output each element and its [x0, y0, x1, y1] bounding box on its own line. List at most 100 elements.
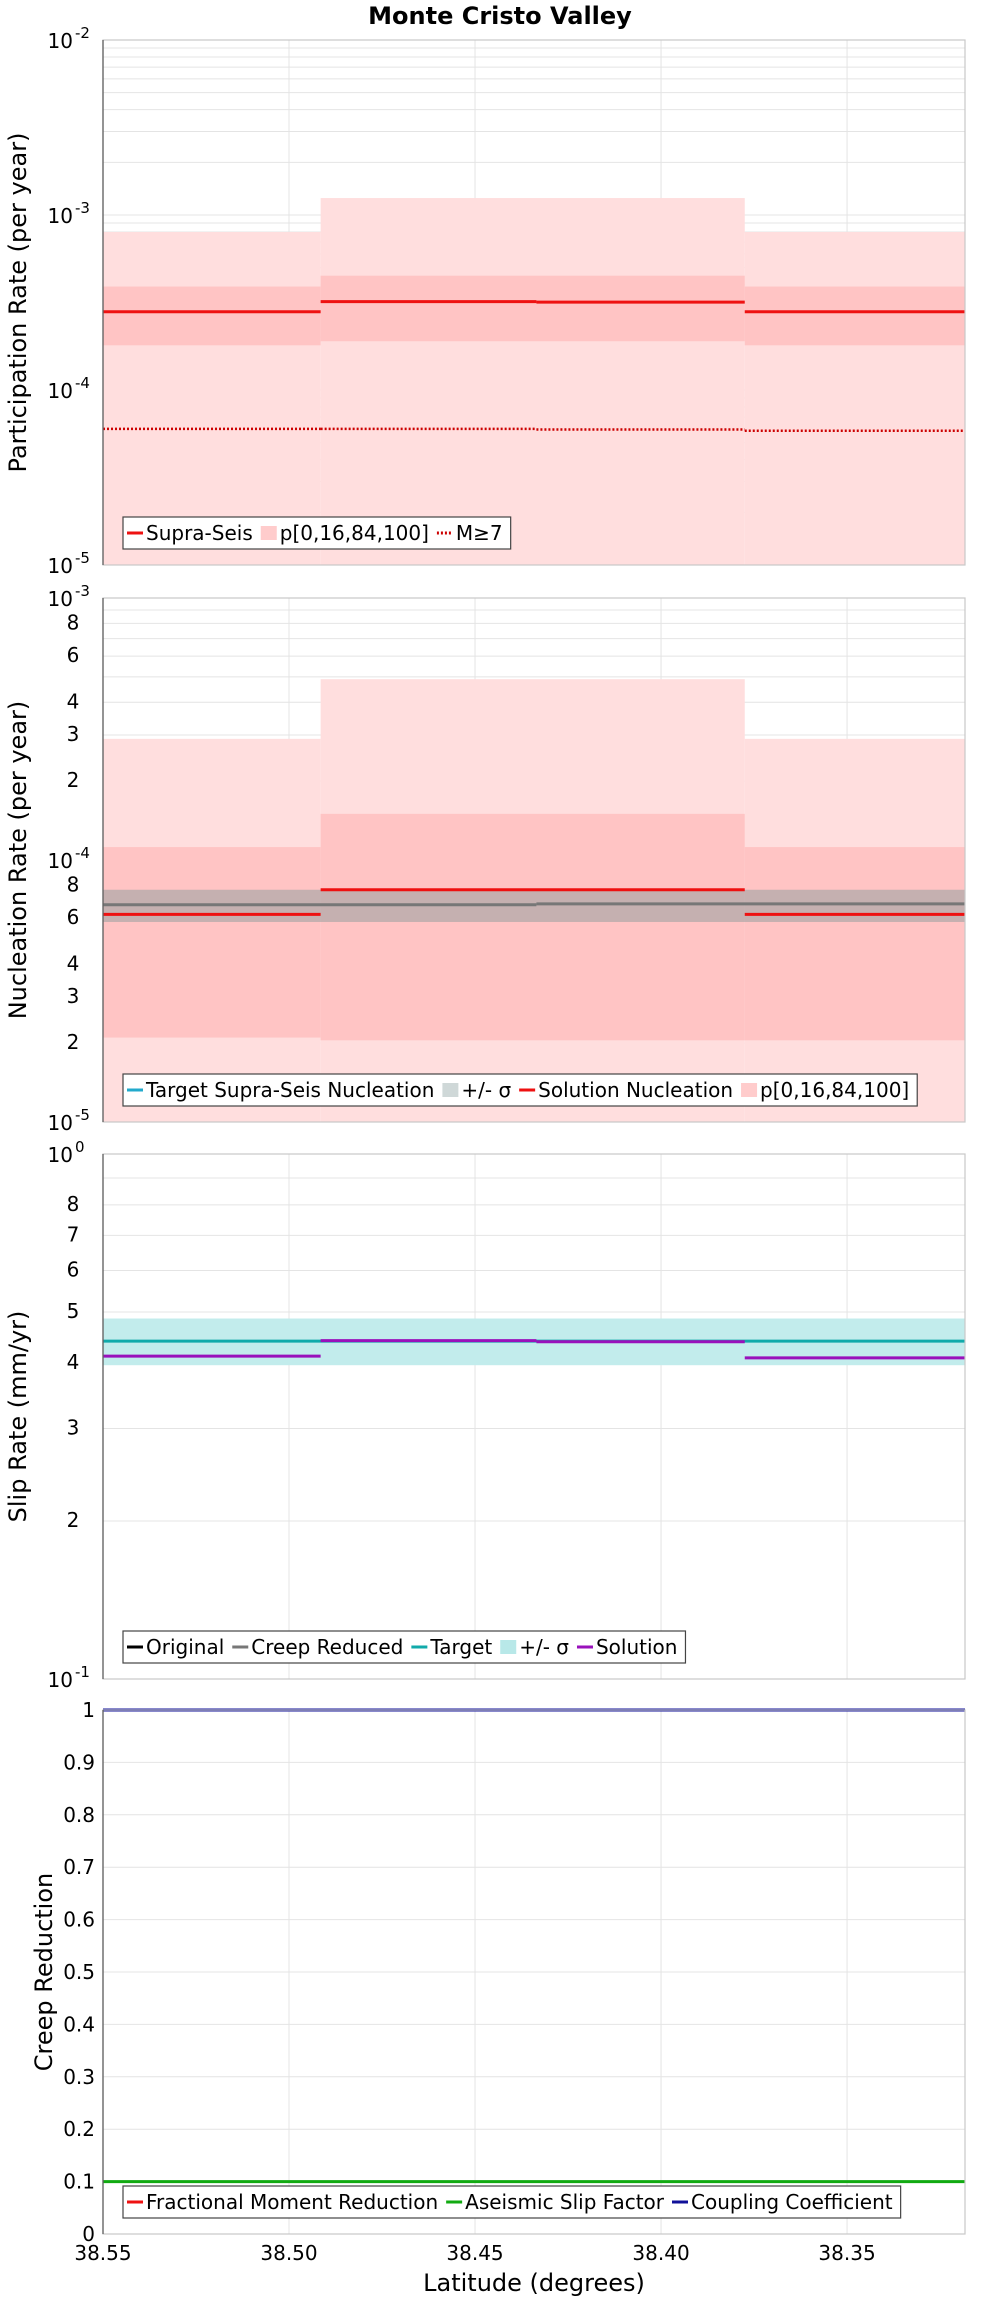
y-axis-label: Participation Rate (per year)	[4, 133, 32, 473]
legend-item-label: p[0,16,84,100]	[760, 1078, 909, 1102]
y-tick-label: 10	[48, 554, 73, 578]
y-tick-label: 0.8	[63, 1803, 95, 1827]
y-minor-tick-label: 2	[67, 1508, 80, 1532]
band-p16-p84	[320, 813, 745, 1041]
band-p16-p84	[320, 275, 745, 342]
legend: Original Creep Reduced Target +/- σ Solution	[122, 1630, 687, 1664]
y-tick-labels: 10-510-410-310-2	[48, 24, 90, 578]
legend-item-label: Aseismic Slip Factor	[465, 2190, 665, 2214]
y-tick-label: 10	[48, 1111, 73, 1135]
y-tick-label: 10	[48, 849, 73, 873]
y-tick-label: 10	[48, 379, 73, 403]
y-tick-label: 0.3	[63, 2065, 95, 2089]
y-tick-label: 0.7	[63, 1855, 95, 1879]
band-p16-p84	[744, 847, 965, 1041]
y-minor-tick-label: 2	[67, 1030, 80, 1054]
x-tick-label: 38.35	[818, 2241, 875, 2265]
creep-reduction-panel: 0 0.1 0.2 0.3 0.4 0.5 0.6 0.7 0.8 0.9 1 Creep Reduc…	[30, 1698, 966, 2246]
legend-item-label: Solution	[596, 1635, 677, 1659]
y-tick-label: 10	[48, 29, 73, 53]
y-tick-exponent: 0	[75, 1138, 85, 1156]
y-tick-labels: 0 0.1 0.2 0.3 0.4 0.5 0.6 0.7 0.8 0.9 1	[63, 1698, 95, 2246]
legend-swatch	[500, 1640, 517, 1654]
y-minor-tick-label: 8	[67, 1192, 80, 1216]
y-axis-label: Slip Rate (mm/yr)	[4, 1311, 32, 1523]
x-tick-label: 38.40	[632, 2241, 689, 2265]
y-tick-label: 0.9	[63, 1750, 95, 1774]
legend-item-label: Coupling Coefficient	[691, 2190, 893, 2214]
y-tick-exponent: -1	[75, 1663, 90, 1681]
band-p-0-16-84-100	[103, 231, 321, 565]
legend-box	[122, 2185, 902, 2219]
y-tick-label: 1	[82, 1698, 95, 1722]
y-minor-tick-label: 2	[67, 768, 80, 792]
y-tick-label: 10	[48, 1668, 73, 1692]
legend-swatch	[260, 526, 277, 540]
y-minor-tick-label: 4	[67, 689, 80, 713]
y-tick-exponent: -5	[75, 549, 90, 567]
x-axis-label: Latitude (degrees)	[423, 2269, 645, 2297]
legend-item-label: Fractional Moment Reduction	[146, 2190, 438, 2214]
x-tick-label: 38.50	[260, 2241, 317, 2265]
legend: Fractional Moment Reduction Aseismic Slip…	[122, 2185, 902, 2219]
y-minor-tick-label: 5	[67, 1299, 80, 1323]
y-tick-label: 10	[48, 1143, 73, 1167]
y-tick-label: 0.6	[63, 1908, 95, 1932]
y-minor-tick-label: 3	[67, 722, 80, 746]
legend-item-label: p[0,16,84,100]	[280, 521, 429, 545]
legend-item-label: +/- σ	[461, 1078, 511, 1102]
y-tick-exponent: -4	[75, 374, 90, 392]
legend-item-label: Original	[146, 1635, 224, 1659]
y-tick-exponent: -2	[75, 24, 90, 42]
legend-item-label: Target	[429, 1635, 492, 1659]
legend-item-label: Creep Reduced	[251, 1635, 403, 1659]
y-tick-exponent: -3	[75, 582, 90, 600]
y-tick-label: 10	[48, 204, 73, 228]
band-p16-p84	[103, 847, 321, 1038]
latitude-x-axis: 38.55 38.50 38.45 38.40 38.35	[74, 2241, 875, 2265]
band-p-0-16-84-100	[744, 231, 965, 565]
x-tick-label: 38.55	[74, 2241, 131, 2265]
y-minor-tick-label: 4	[67, 951, 80, 975]
y-tick-exponent: -5	[75, 1106, 90, 1124]
y-minor-tick-label: 8	[67, 872, 80, 896]
y-axis-label: Creep Reduction	[30, 1873, 58, 2071]
y-minor-tick-label: 3	[67, 984, 80, 1008]
plot-frame	[102, 1153, 966, 1680]
y-minor-tick-label: 6	[67, 1257, 80, 1281]
legend: Supra-Seis p[0,16,84,100] M≥7	[122, 516, 512, 550]
band-p16-p84	[103, 286, 321, 346]
y-minor-tick-label: 6	[67, 643, 80, 667]
y-axis-label: Nucleation Rate (per year)	[4, 701, 32, 1020]
band-p-0-16-84-100	[320, 198, 745, 565]
y-minor-tick-label: 3	[67, 1416, 80, 1440]
legend-swatch	[442, 1083, 459, 1097]
y-tick-label: 10	[48, 587, 73, 611]
legend-item-label: M≥7	[456, 521, 503, 545]
legend-item-label: Solution Nucleation	[538, 1078, 733, 1102]
legend-item-label: +/- σ	[519, 1635, 569, 1659]
y-tick-exponent: -3	[75, 199, 90, 217]
band-p16-p84	[744, 286, 965, 346]
y-minor-tick-label: 4	[67, 1350, 80, 1374]
x-tick-label: 38.45	[446, 2241, 503, 2265]
legend: Target Supra-Seis Nucleation +/- σ Solutio…	[122, 1073, 918, 1107]
y-tick-label: 0.2	[63, 2117, 95, 2141]
y-minor-tick-label: 6	[67, 905, 80, 929]
y-tick-label: 0.4	[63, 2012, 95, 2036]
y-minor-tick-label: 7	[67, 1222, 80, 1246]
y-tick-label: 0.1	[63, 2170, 95, 2194]
grid	[102, 1154, 965, 1680]
y-tick-label: 0.5	[63, 1960, 95, 1984]
legend-item-label: Target Supra-Seis Nucleation	[145, 1078, 434, 1102]
grid	[102, 1709, 965, 2235]
figure-title: Monte Cristo Valley	[368, 2, 632, 30]
y-minor-tick-label: 8	[67, 610, 80, 634]
y-tick-label: 0	[82, 2222, 95, 2246]
